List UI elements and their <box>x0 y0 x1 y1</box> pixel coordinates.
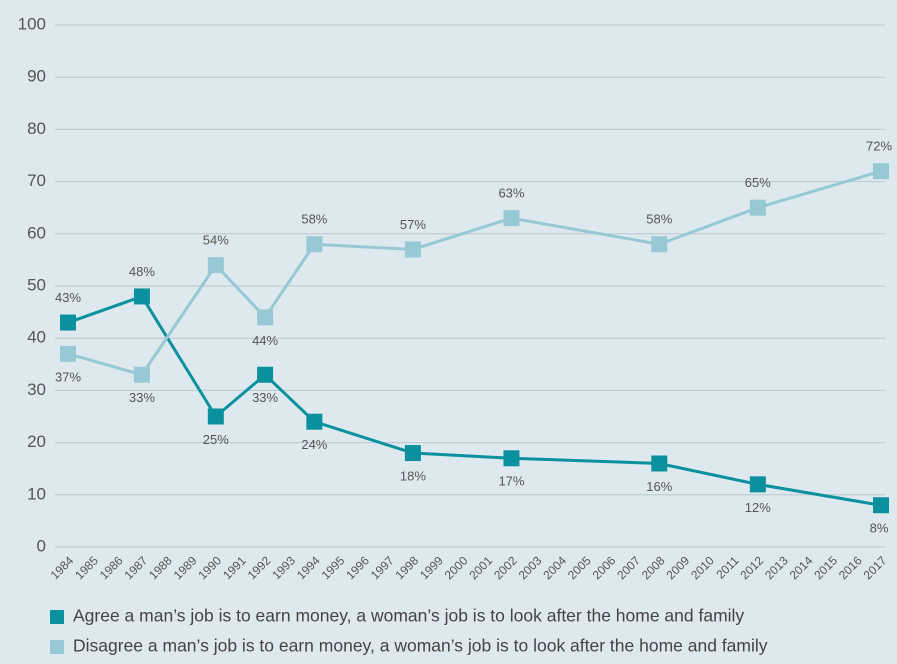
value-label: 12% <box>745 500 771 515</box>
value-label: 8% <box>870 521 889 536</box>
value-label: 57% <box>400 217 426 232</box>
x-tick-label: 1986 <box>97 553 126 582</box>
x-tick-label: 1985 <box>72 553 101 582</box>
value-label: 58% <box>301 212 327 227</box>
x-tick-label: 2010 <box>688 553 717 582</box>
value-label: 65% <box>745 175 771 190</box>
x-tick-label: 2016 <box>836 553 865 582</box>
marker <box>873 163 889 180</box>
x-tick-label: 1988 <box>146 553 175 582</box>
marker <box>503 450 520 467</box>
x-tick-label: 2012 <box>737 553 766 582</box>
x-tick-label: 2014 <box>787 553 816 582</box>
marker <box>306 413 323 430</box>
x-tick-label: 2006 <box>590 553 619 582</box>
marker <box>749 199 766 216</box>
legend-label: Disagree a man’s job is to earn money, a… <box>73 636 768 656</box>
value-label: 24% <box>301 437 327 452</box>
value-label: 25% <box>203 432 229 447</box>
marker <box>873 497 889 514</box>
series-line <box>67 294 882 507</box>
x-tick-label: 1987 <box>121 553 150 582</box>
marker <box>257 309 274 326</box>
x-tick-label: 2000 <box>442 553 471 582</box>
x-tick-label: 2007 <box>614 553 643 582</box>
x-tick-label: 2017 <box>861 553 890 582</box>
value-label: 33% <box>129 390 155 405</box>
value-label: 63% <box>498 186 524 201</box>
marker <box>60 345 76 362</box>
marker <box>503 210 520 227</box>
y-tick-label: 50 <box>27 275 46 294</box>
value-label: 54% <box>203 233 229 248</box>
marker <box>749 476 766 493</box>
value-label: 37% <box>55 369 81 384</box>
marker <box>404 445 421 462</box>
legend-swatch <box>50 610 64 624</box>
x-tick-label: 2015 <box>811 553 840 582</box>
value-label: 44% <box>252 333 278 348</box>
marker <box>60 314 76 331</box>
x-tick-label: 2013 <box>762 553 791 582</box>
x-tick-label: 2011 <box>713 553 741 581</box>
value-label: 72% <box>866 139 892 154</box>
x-tick-label: 1994 <box>294 553 323 582</box>
value-label: 33% <box>252 390 278 405</box>
x-tick-label: 2009 <box>663 553 692 582</box>
y-tick-label: 30 <box>27 380 46 399</box>
value-label: 58% <box>646 212 672 227</box>
marker <box>207 257 224 274</box>
series-line <box>67 169 882 377</box>
y-tick-label: 80 <box>27 119 46 138</box>
x-tick-label: 1998 <box>392 553 421 582</box>
y-tick-label: 100 <box>18 14 46 33</box>
marker <box>651 455 668 472</box>
marker <box>306 236 323 253</box>
y-tick-label: 70 <box>27 171 46 190</box>
x-tick-label: 2004 <box>540 553 569 582</box>
value-label: 17% <box>498 474 524 489</box>
marker <box>133 288 150 305</box>
value-label: 48% <box>129 264 155 279</box>
x-tick-label: 1984 <box>48 553 77 582</box>
y-tick-label: 0 <box>37 536 46 555</box>
x-tick-label: 1996 <box>343 553 372 582</box>
marker <box>257 366 274 383</box>
x-tick-label: 1990 <box>195 553 224 582</box>
y-tick-label: 20 <box>27 432 46 451</box>
x-tick-label: 2001 <box>466 553 495 582</box>
y-tick-label: 90 <box>27 67 46 86</box>
x-tick-label: 2003 <box>516 553 545 582</box>
x-tick-label: 1992 <box>245 553 274 582</box>
value-label: 43% <box>55 290 81 305</box>
y-tick-label: 60 <box>27 223 46 242</box>
x-tick-label: 1991 <box>220 553 249 582</box>
x-tick-label: 1999 <box>417 553 446 582</box>
marker <box>651 236 668 253</box>
x-tick-label: 1995 <box>319 553 348 582</box>
value-label: 16% <box>646 479 672 494</box>
x-tick-label: 1989 <box>171 553 200 582</box>
legend-swatch <box>50 640 64 654</box>
y-tick-label: 10 <box>27 484 46 503</box>
marker <box>207 408 224 425</box>
x-tick-label: 2005 <box>565 553 594 582</box>
marker <box>404 241 421 258</box>
y-tick-label: 40 <box>27 328 46 347</box>
x-tick-label: 2008 <box>639 553 668 582</box>
legend-label: Agree a man’s job is to earn money, a wo… <box>73 606 744 626</box>
x-tick-label: 1997 <box>368 553 397 582</box>
x-tick-label: 1993 <box>269 553 298 582</box>
x-tick-label: 2002 <box>491 553 520 582</box>
marker <box>133 366 150 383</box>
value-label: 18% <box>400 468 426 483</box>
